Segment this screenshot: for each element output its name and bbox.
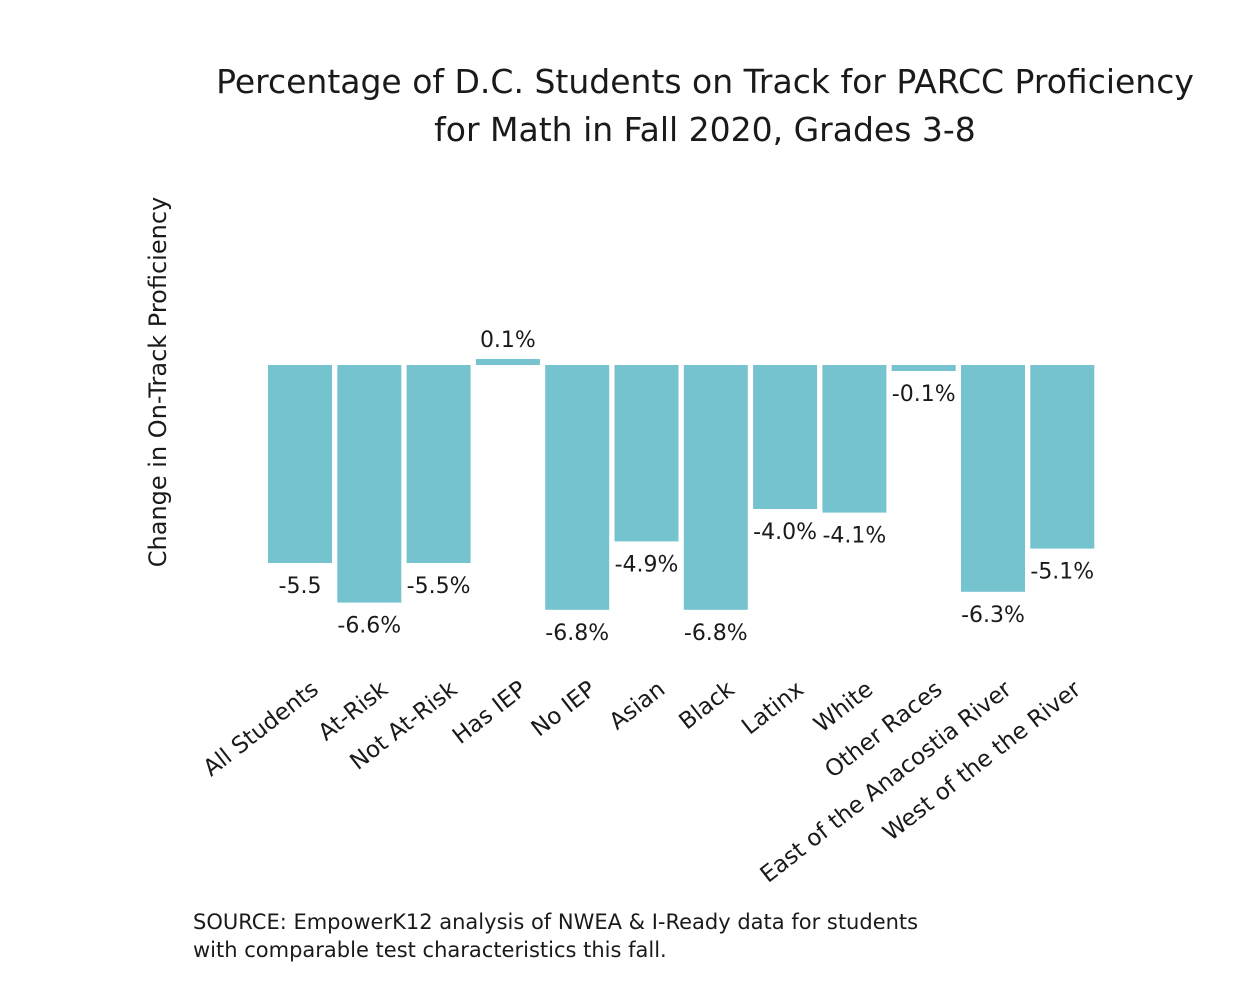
value-label-has-iep: 0.1%: [480, 328, 536, 353]
value-label-west-of-the-the-river: -5.1%: [1030, 560, 1094, 585]
value-label-not-at-risk: -5.5%: [407, 574, 471, 599]
value-label-east-of-the-anacostia-river: -6.3%: [961, 603, 1025, 628]
chart-title-line-2: for Math in Fall 2020, Grades 3-8: [434, 110, 976, 149]
value-label-all-students: -5.5: [279, 574, 322, 599]
bar-latinx: [753, 365, 818, 509]
chart-title-line-1: Percentage of D.C. Students on Track for…: [216, 62, 1194, 101]
bar-white: [822, 365, 887, 513]
bar-west-of-the-the-river: [1030, 365, 1095, 549]
value-label-black: -6.8%: [684, 621, 748, 646]
bar-black: [683, 365, 748, 610]
category-label-asian: Asian: [605, 676, 670, 735]
chart-title: Percentage of D.C. Students on Track for…: [150, 58, 1254, 154]
bar-asian: [614, 365, 679, 542]
value-label-at-risk: -6.6%: [337, 614, 401, 639]
bar-no-iep: [545, 365, 610, 610]
y-axis-label: Change in On-Track Proficiency: [144, 197, 172, 567]
bar-at-risk: [337, 365, 402, 603]
bar-all-students: [268, 365, 332, 563]
category-label-no-iep: No IEP: [527, 676, 601, 742]
bar-has-iep: [475, 359, 540, 365]
category-label-east-of-the-anacostia-river: East of the Anacostia River: [756, 676, 1017, 888]
source-line-1: SOURCE: EmpowerK12 analysis of NWEA & I-…: [193, 910, 919, 934]
value-label-white: -4.1%: [822, 524, 886, 549]
category-label-has-iep: Has IEP: [448, 676, 532, 749]
bar-other-races: [891, 365, 956, 371]
value-label-other-races: -0.1%: [892, 382, 956, 407]
category-label-latinx: Latinx: [737, 676, 809, 740]
value-label-no-iep: -6.8%: [545, 621, 609, 646]
bar-east-of-the-anacostia-river: [961, 365, 1025, 592]
value-label-latinx: -4.0%: [753, 520, 817, 545]
source-note: SOURCE: EmpowerK12 analysis of NWEA & I-…: [193, 908, 918, 964]
bar-not-at-risk: [406, 365, 471, 563]
value-label-asian: -4.9%: [615, 552, 679, 577]
source-line-2: with comparable test characteristics thi…: [193, 938, 667, 962]
category-label-black: Black: [674, 676, 740, 735]
category-label-all-students: All Students: [199, 676, 324, 782]
